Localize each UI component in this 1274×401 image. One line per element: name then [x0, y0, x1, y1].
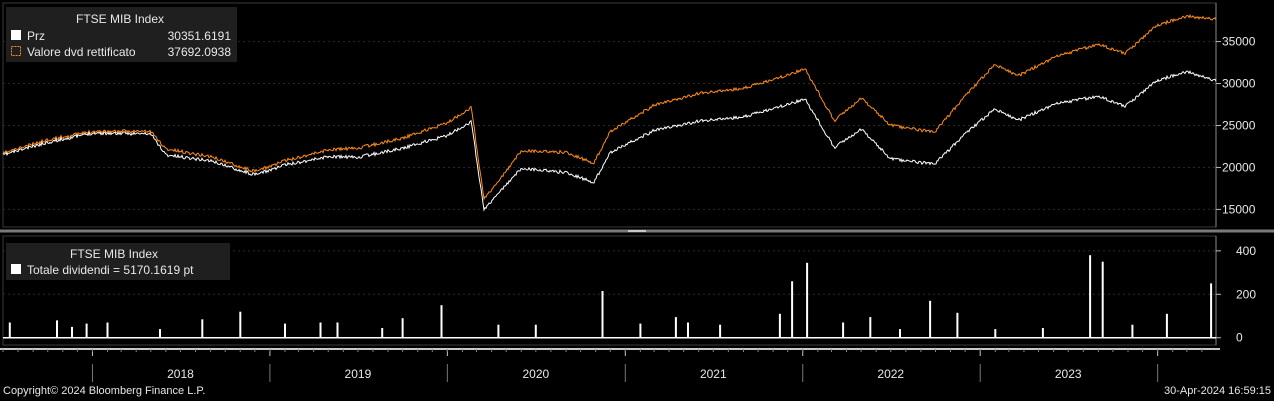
dividend-bar	[929, 300, 932, 338]
dividend-bar	[534, 324, 537, 338]
dividend-bar	[1210, 283, 1213, 338]
dividend-bar	[994, 329, 997, 338]
prz-swatch	[11, 30, 21, 40]
dividend-bar	[719, 324, 722, 338]
dividend-legend: FTSE MIB Index Totale dividendi = 5170.1…	[6, 243, 230, 280]
x-year-label: 2018	[167, 367, 194, 381]
dividend-bar	[239, 311, 242, 338]
dvd-label: Valore dvd rettificato	[27, 45, 136, 59]
dvd-value: 37692.0938	[168, 45, 232, 59]
dividend-tick-label: 0	[1236, 331, 1243, 345]
dividend-bar	[791, 281, 794, 338]
dividend-bar	[778, 313, 781, 338]
copyright-text: Copyright© 2024 Bloomberg Finance L.P.	[3, 385, 206, 397]
price-tick-label: 20000	[1222, 160, 1256, 174]
dividend-bar	[319, 322, 322, 338]
dividend-bar	[899, 329, 901, 338]
footer: Copyright© 2024 Bloomberg Finance L.P. 3…	[0, 383, 1274, 401]
dividend-bar	[201, 319, 204, 338]
price-tick-label: 15000	[1222, 202, 1256, 216]
price-y-ticks: 15000 20000 25000 30000 35000	[1216, 35, 1256, 216]
price-tick-label: 35000	[1222, 35, 1256, 49]
price-tick-label: 25000	[1222, 118, 1256, 132]
dividend-tick-label: 200	[1236, 287, 1256, 301]
dividend-swatch	[11, 264, 21, 274]
x-year-label: 2023	[1055, 367, 1082, 381]
dividend-bar	[1101, 261, 1104, 338]
dividend-bar	[497, 324, 500, 338]
dividend-legend-title: FTSE MIB Index	[70, 247, 158, 261]
dividend-bar	[842, 322, 845, 338]
dividend-bar	[381, 328, 384, 338]
dividend-legend-box	[6, 243, 230, 280]
dividend-total-label: Totale dividendi = 5170.1619 pt	[27, 263, 194, 277]
dividend-bar	[56, 320, 58, 338]
price-legend: FTSE MIB Index Prz 30351.6191 Valore dvd…	[6, 7, 237, 62]
dividend-bar	[336, 322, 339, 338]
prz-line	[2, 70, 1217, 212]
dividend-bar	[159, 329, 161, 338]
x-axis-ticks: 2018 2019 2020 2021 2022 2023	[2, 349, 1203, 382]
x-year-label: 2019	[345, 367, 372, 381]
timestamp-text: 30-Apr-2024 16:59:15	[1163, 385, 1271, 397]
dividend-bar	[85, 323, 88, 338]
dvd-adjusted-line	[2, 14, 1217, 201]
dividend-bar	[1131, 324, 1134, 338]
dividend-bars	[3, 255, 1216, 339]
dividend-bar	[440, 305, 443, 338]
price-legend-box	[6, 7, 237, 62]
dvd-swatch	[11, 46, 21, 56]
dividend-y-ticks: 0 200 400	[1216, 244, 1256, 345]
dividend-bar	[639, 323, 642, 338]
dividend-bar	[8, 322, 11, 338]
dividend-bar	[1041, 328, 1044, 338]
dividend-bar	[956, 312, 959, 338]
dividend-bar	[687, 322, 689, 338]
x-year-label: 2021	[700, 367, 727, 381]
prz-label: Prz	[27, 29, 45, 43]
dividend-bar	[1165, 313, 1168, 338]
dividend-bar	[806, 262, 809, 338]
dividend-bar	[284, 323, 286, 338]
prz-value: 30351.6191	[168, 29, 232, 43]
dividend-bar	[674, 317, 677, 338]
dividend-bar	[601, 291, 604, 338]
price-grid	[3, 41, 1216, 210]
dividend-bar	[401, 318, 404, 338]
price-tick-label: 30000	[1222, 77, 1256, 91]
dividend-bar	[106, 322, 109, 338]
dividend-bar	[1089, 255, 1092, 338]
x-year-label: 2020	[522, 367, 549, 381]
price-series	[2, 14, 1217, 212]
dividend-bar	[71, 326, 73, 338]
dividend-tick-label: 400	[1236, 244, 1256, 258]
x-year-label: 2022	[877, 367, 904, 381]
price-legend-title: FTSE MIB Index	[76, 12, 164, 26]
dividend-bar	[869, 317, 872, 338]
